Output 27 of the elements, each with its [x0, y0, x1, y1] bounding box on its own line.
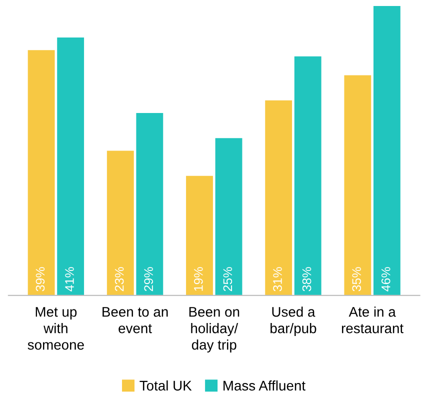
x-tick-label: Ate in a restaurant: [342, 306, 404, 334]
data-label: 31%: [273, 267, 282, 292]
x-tick-label: Been to an event: [102, 307, 168, 334]
bar: [373, 6, 400, 296]
x-tick-label: Been on holiday/ day trip: [189, 307, 240, 352]
bar: [57, 37, 84, 296]
data-label: 35%: [352, 267, 362, 292]
data-label: 23%: [114, 267, 124, 292]
legend-label: Mass Affluent: [224, 380, 306, 391]
bar: [294, 56, 322, 296]
bar: [344, 75, 372, 296]
x-tick-label: Met up with someone: [28, 307, 84, 350]
data-label: 25%: [223, 267, 232, 292]
bar: [28, 50, 55, 296]
bar: [265, 100, 292, 296]
bar: [106, 150, 134, 296]
x-tick-label: Used a bar/pub: [270, 306, 316, 336]
data-label: 19%: [194, 267, 203, 291]
data-label: 41%: [65, 267, 74, 292]
data-label: 39%: [36, 267, 45, 292]
bar: [186, 176, 213, 296]
legend-label: Total UK: [140, 380, 192, 391]
data-label: 46%: [381, 267, 390, 292]
data-label: 29%: [144, 267, 154, 292]
bar: [215, 138, 242, 296]
data-label: 38%: [302, 267, 312, 292]
bar: [136, 112, 164, 296]
